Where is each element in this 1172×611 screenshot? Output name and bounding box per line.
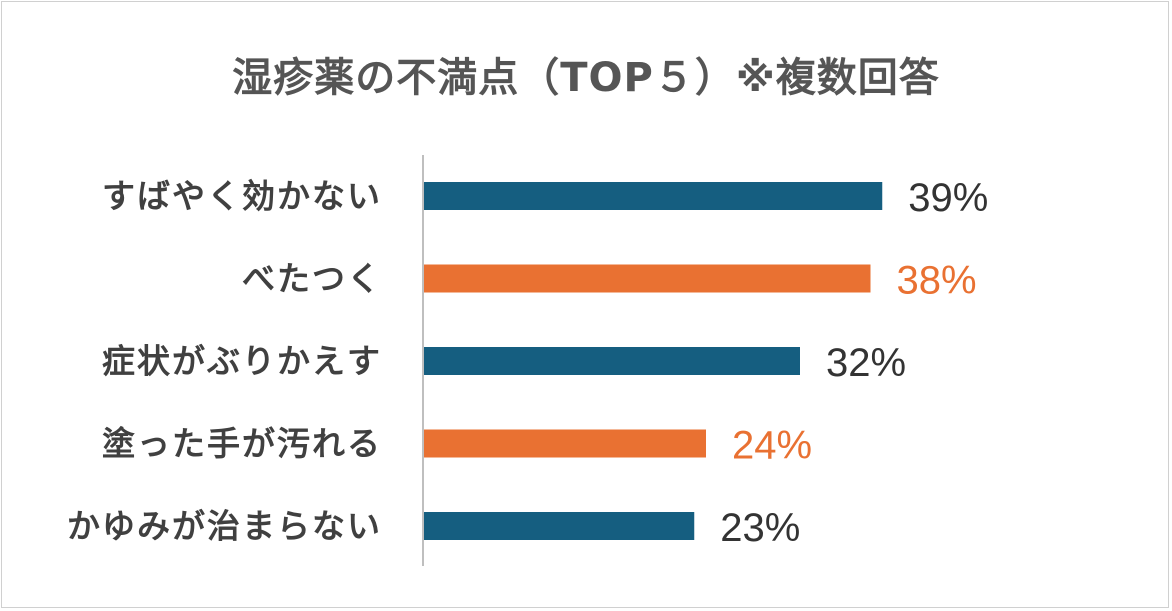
data-label: 32% bbox=[826, 341, 906, 385]
category-label: すばやく効かない bbox=[102, 177, 382, 216]
category-label: 塗った手が汚れる bbox=[102, 424, 382, 463]
data-label: 39% bbox=[908, 176, 988, 220]
category-label: 症状がぶりかえす bbox=[102, 342, 382, 381]
category-label: かゆみが治まらない bbox=[67, 507, 382, 546]
data-label: 24% bbox=[732, 424, 812, 468]
bar bbox=[424, 264, 871, 293]
bar bbox=[424, 182, 883, 210]
bar bbox=[424, 347, 800, 375]
data-label: 38% bbox=[897, 259, 977, 303]
bar bbox=[424, 512, 695, 540]
category-label: べたつく bbox=[242, 259, 382, 298]
chart-title: 湿疹薬の不満点（TOP５）※複数回答 bbox=[232, 55, 940, 101]
bar bbox=[424, 429, 706, 458]
bars-layer: すばやく効かない 39% べたつく 38% 症状がぶりかえす 32% 塗った手が汚れる 24%… bbox=[67, 176, 988, 550]
data-label: 23% bbox=[720, 506, 800, 550]
